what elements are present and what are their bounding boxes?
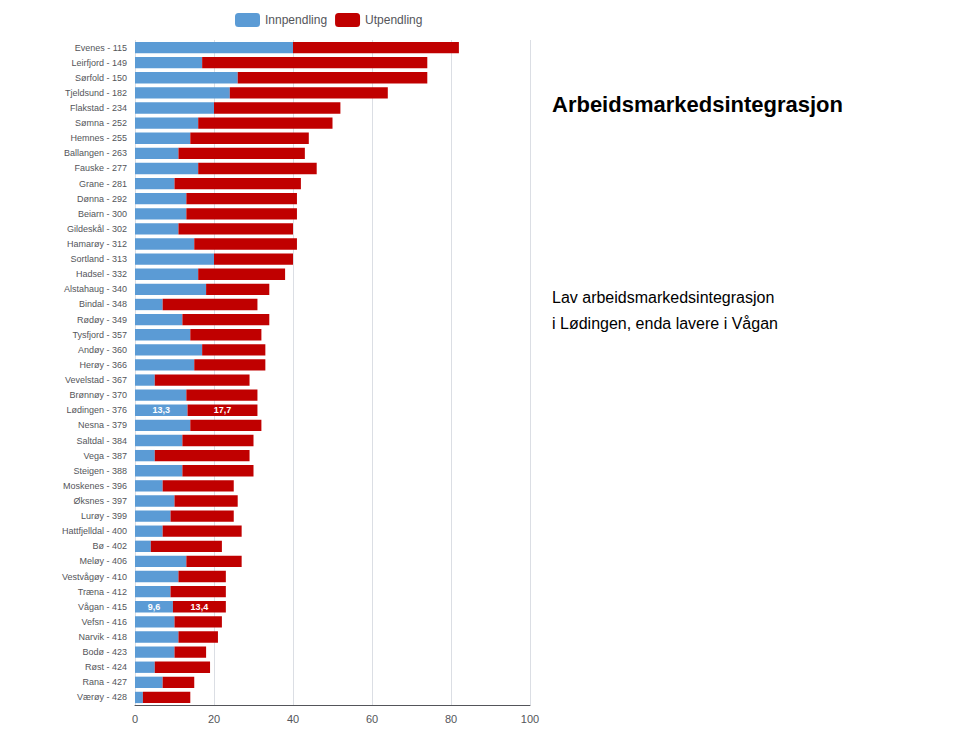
svg-text:Vega - 387: Vega - 387 bbox=[83, 451, 127, 461]
svg-text:Rana - 427: Rana - 427 bbox=[82, 677, 127, 687]
svg-text:Beiarn - 300: Beiarn - 300 bbox=[78, 209, 127, 219]
svg-text:Hemnes - 255: Hemnes - 255 bbox=[70, 133, 127, 143]
svg-text:Værøy - 428: Værøy - 428 bbox=[77, 692, 127, 702]
svg-text:Tysfjord - 357: Tysfjord - 357 bbox=[72, 330, 127, 340]
svg-text:Utpendling: Utpendling bbox=[365, 13, 422, 27]
svg-text:Alstahaug - 340: Alstahaug - 340 bbox=[64, 284, 127, 294]
svg-text:13,4: 13,4 bbox=[191, 602, 209, 612]
svg-text:Lurøy - 399: Lurøy - 399 bbox=[81, 511, 127, 521]
svg-text:Fauske - 277: Fauske - 277 bbox=[74, 163, 127, 173]
svg-text:Leirfjord - 149: Leirfjord - 149 bbox=[71, 58, 127, 68]
svg-text:Moskenes - 396: Moskenes - 396 bbox=[63, 481, 127, 491]
svg-text:Bindal - 348: Bindal - 348 bbox=[79, 299, 127, 309]
svg-text:Meløy - 406: Meløy - 406 bbox=[79, 556, 127, 566]
svg-text:60: 60 bbox=[366, 713, 378, 725]
svg-text:Saltdal - 384: Saltdal - 384 bbox=[76, 436, 127, 446]
svg-text:Innpendling: Innpendling bbox=[265, 13, 327, 27]
svg-text:Træna - 412: Træna - 412 bbox=[78, 587, 127, 597]
svg-text:Rødøy - 349: Rødøy - 349 bbox=[77, 315, 127, 325]
svg-text:Narvik - 418: Narvik - 418 bbox=[78, 632, 127, 642]
svg-text:Vestvågøy - 410: Vestvågøy - 410 bbox=[62, 572, 127, 582]
svg-text:100: 100 bbox=[521, 713, 539, 725]
svg-text:Røst - 424: Røst - 424 bbox=[85, 662, 127, 672]
svg-text:Grane - 281: Grane - 281 bbox=[79, 179, 127, 189]
svg-text:Vefsn - 416: Vefsn - 416 bbox=[81, 617, 127, 627]
svg-text:9,6: 9,6 bbox=[148, 602, 161, 612]
svg-text:Flakstad - 234: Flakstad - 234 bbox=[70, 103, 127, 113]
svg-text:Andøy - 360: Andøy - 360 bbox=[78, 345, 127, 355]
svg-text:Hattfjelldal - 400: Hattfjelldal - 400 bbox=[62, 526, 127, 536]
svg-text:Dønna - 292: Dønna - 292 bbox=[77, 194, 127, 204]
svg-text:Brønnøy - 370: Brønnøy - 370 bbox=[69, 390, 127, 400]
svg-text:80: 80 bbox=[445, 713, 457, 725]
svg-text:Hamarøy - 312: Hamarøy - 312 bbox=[67, 239, 127, 249]
svg-text:Bodø - 423: Bodø - 423 bbox=[82, 647, 127, 657]
svg-text:Sømna - 252: Sømna - 252 bbox=[75, 118, 127, 128]
svg-text:20: 20 bbox=[208, 713, 220, 725]
svg-text:Sortland - 313: Sortland - 313 bbox=[70, 254, 127, 264]
svg-text:Nesna - 379: Nesna - 379 bbox=[78, 420, 127, 430]
svg-text:Steigen - 388: Steigen - 388 bbox=[73, 466, 127, 476]
svg-text:0: 0 bbox=[132, 713, 138, 725]
svg-text:Lødingen - 376: Lødingen - 376 bbox=[66, 405, 127, 415]
svg-text:Ballangen - 263: Ballangen - 263 bbox=[64, 148, 127, 158]
svg-text:Gildeskål - 302: Gildeskål - 302 bbox=[67, 224, 127, 234]
svg-text:Evenes - 115: Evenes - 115 bbox=[75, 43, 127, 53]
svg-text:13,3: 13,3 bbox=[153, 405, 171, 415]
svg-text:Bø - 402: Bø - 402 bbox=[92, 541, 127, 551]
svg-text:Sørfold - 150: Sørfold - 150 bbox=[75, 73, 127, 83]
svg-text:17,7: 17,7 bbox=[214, 405, 232, 415]
svg-text:Øksnes - 397: Øksnes - 397 bbox=[73, 496, 127, 506]
svg-text:Vågan - 415: Vågan - 415 bbox=[78, 602, 127, 612]
svg-text:Hadsel - 332: Hadsel - 332 bbox=[76, 269, 127, 279]
svg-text:Lav arbeidsmarkedsintegrasjon: Lav arbeidsmarkedsintegrasjon bbox=[552, 289, 774, 306]
svg-text:i Lødingen, enda lavere i Våga: i Lødingen, enda lavere i Vågan bbox=[552, 315, 778, 332]
svg-text:Vevelstad - 367: Vevelstad - 367 bbox=[65, 375, 127, 385]
svg-text:40: 40 bbox=[287, 713, 299, 725]
svg-text:Tjeldsund - 182: Tjeldsund - 182 bbox=[65, 88, 127, 98]
svg-text:Herøy - 366: Herøy - 366 bbox=[79, 360, 127, 370]
svg-text:Arbeidsmarkedsintegrasjon: Arbeidsmarkedsintegrasjon bbox=[552, 92, 843, 117]
